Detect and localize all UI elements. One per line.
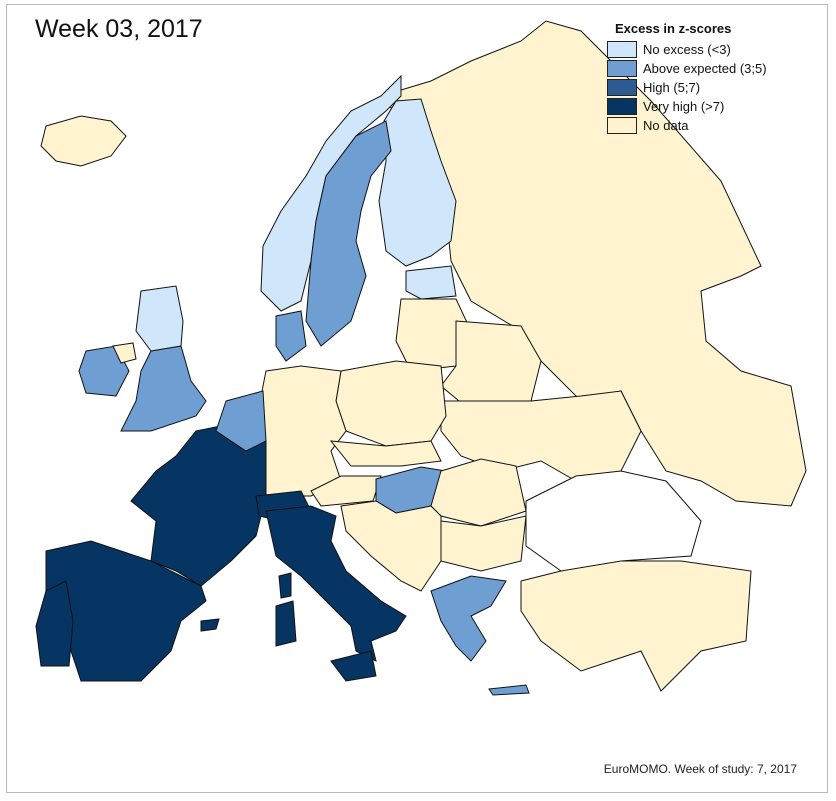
map-title: Week 03, 2017 xyxy=(35,15,203,43)
footer-credit: EuroMOMO. Week of study: 7, 2017 xyxy=(603,762,797,776)
legend-item: Very high (>7) xyxy=(607,97,777,116)
region-crete xyxy=(488,684,530,696)
region-norway xyxy=(260,74,402,312)
region-denmark xyxy=(275,310,307,362)
legend-item: High (5;7) xyxy=(607,78,777,97)
region-greece xyxy=(430,575,507,662)
legend-item: No excess (<3) xyxy=(607,40,777,59)
map-frame: Week 03, 2017 Excess in z-scores No exce… xyxy=(6,4,828,793)
europe-map xyxy=(35,20,807,696)
legend-swatch-no-data xyxy=(607,117,637,134)
region-sardinia xyxy=(275,600,297,647)
legend-item: No data xyxy=(607,116,777,135)
legend-swatch-very-high xyxy=(607,98,637,115)
region-balearic xyxy=(200,618,220,632)
region-england xyxy=(120,345,207,432)
region-romania xyxy=(430,458,527,527)
region-bulgaria xyxy=(440,515,527,572)
legend-title: Excess in z-scores xyxy=(615,21,732,36)
region-balkans xyxy=(340,500,442,592)
black-sea xyxy=(525,470,702,572)
region-corsica xyxy=(278,572,292,599)
legend: Excess in z-scores No excess (<3) Above … xyxy=(607,21,777,135)
legend-swatch-high xyxy=(607,79,637,96)
region-sweden xyxy=(305,120,392,347)
region-finland xyxy=(378,98,457,267)
legend-swatch-no-excess xyxy=(607,41,637,58)
region-northern-ireland xyxy=(112,342,137,364)
region-benelux xyxy=(215,390,267,452)
region-turkey xyxy=(520,560,752,692)
region-poland xyxy=(335,360,447,447)
region-russia xyxy=(380,20,807,507)
region-sicily xyxy=(330,650,377,682)
region-iceland xyxy=(40,115,127,167)
legend-label: No data xyxy=(643,118,689,133)
legend-swatch-above-expected xyxy=(607,60,637,77)
region-france xyxy=(130,420,267,587)
legend-label: No excess (<3) xyxy=(643,42,731,57)
legend-label: Above expected (3;5) xyxy=(643,61,767,76)
region-czechia-slovakia xyxy=(329,440,442,467)
region-portugal xyxy=(35,580,74,667)
legend-label: Very high (>7) xyxy=(643,99,725,114)
region-italy xyxy=(265,505,407,662)
legend-item: Above expected (3;5) xyxy=(607,59,777,78)
legend-label: High (5;7) xyxy=(643,80,701,95)
region-belarus xyxy=(440,320,542,412)
region-estonia xyxy=(405,265,457,300)
region-scotland xyxy=(135,285,184,352)
